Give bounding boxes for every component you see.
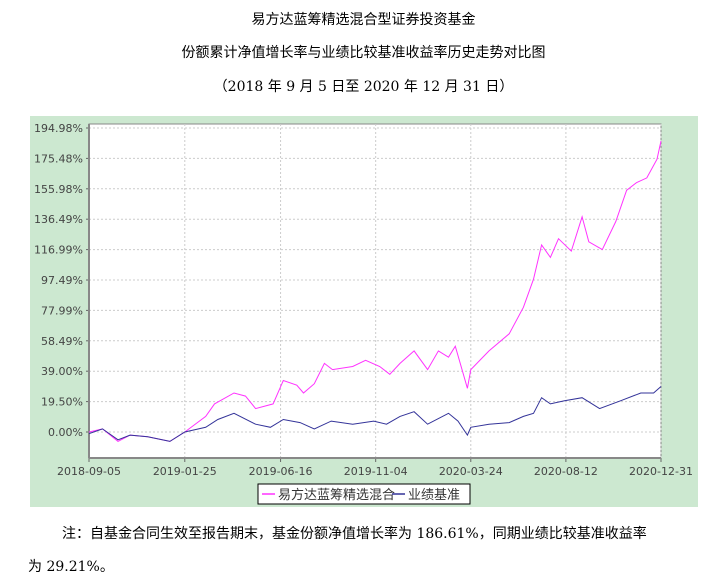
y-tick-label: 155.98% [34,183,83,196]
chart-period: （2018 年 9 月 5 日至 2020 年 12 月 31 日） [213,79,514,95]
series-line-fund [88,140,662,442]
legend-label: 易方达蓝筹精选混合 [278,487,395,503]
series-line-benchmark [88,386,662,442]
y-tick-label: 0.00% [48,426,83,439]
legend [257,483,471,505]
y-tick-label: 39.00% [41,365,83,378]
x-tick-label: 2018-09-05 [57,465,121,478]
y-tick-label: 58.49% [41,335,83,348]
x-tick-label: 2020-12-31 [629,465,693,478]
x-tick-label: 2019-11-04 [344,465,408,478]
plot-area [88,123,662,459]
y-tick-label: 175.48% [34,152,83,165]
y-tick-label: 116.99% [34,244,83,257]
y-tick-label: 97.49% [41,274,83,287]
chart-subtitle: 份额累计净值增长率与业绩比较基准收益率历史走势对比图 [181,45,546,61]
x-tick-label: 2020-03-24 [439,465,503,478]
note-line-2: 为 29.21%。 [28,559,114,575]
note-line-1: 注：自基金合同生效至报告期末，基金份额净值增长率为 186.61%，同期业绩比较… [62,526,647,542]
x-tick-label: 2020-08-12 [534,465,598,478]
y-tick-label: 194.98% [34,122,83,135]
chart-title: 易方达蓝筹精选混合型证券投资基金 [251,12,476,28]
legend-label: 业绩基准 [408,488,460,503]
y-tick-label: 77.99% [41,304,83,317]
x-tick-label: 2019-01-25 [153,465,217,478]
x-tick-label: 2019-06-16 [249,465,313,478]
y-tick-label: 19.50% [41,396,83,409]
y-tick-label: 136.49% [34,213,83,226]
